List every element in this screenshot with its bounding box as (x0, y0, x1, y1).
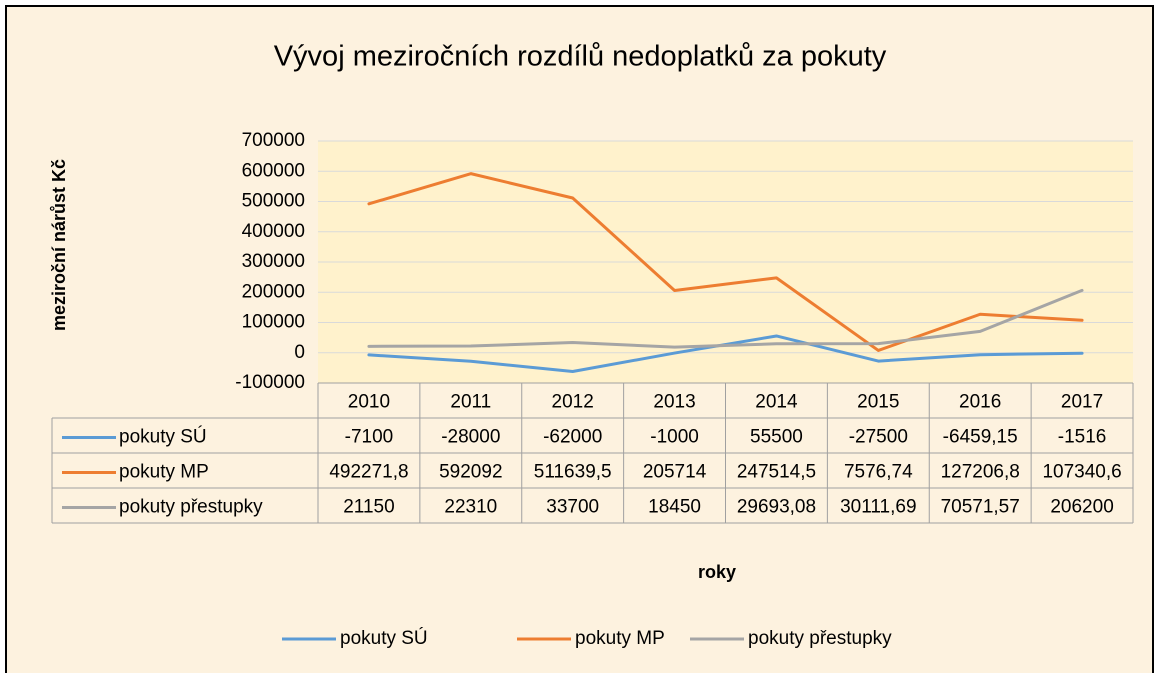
table-cell: 592092 (439, 462, 502, 483)
x-tick-label: 2012 (552, 392, 594, 413)
table-cell: 205714 (643, 462, 707, 483)
series-line (367, 172, 1084, 352)
table-series-name: pokuty přestupky (119, 497, 263, 518)
table-cell: -27500 (849, 427, 908, 448)
table-series-name: pokuty MP (119, 462, 209, 483)
y-tick-label: -100000 (235, 372, 305, 393)
table-cell: -62000 (543, 427, 602, 448)
table-cell: -1000 (650, 427, 699, 448)
legend-label: pokuty MP (575, 628, 665, 649)
table-cell: 33700 (546, 497, 599, 518)
y-tick-label: 200000 (242, 281, 305, 302)
table-cell: 55500 (750, 427, 803, 448)
table-cell: 247514,5 (737, 462, 816, 483)
table-cell: 107340,6 (1042, 462, 1121, 483)
table-cell: 127206,8 (941, 462, 1020, 483)
table-cell: 18450 (648, 497, 701, 518)
chart-title: Vývoj meziročních rozdílů nedoplatků za … (274, 41, 887, 73)
x-tick-label: 2014 (755, 392, 798, 413)
table-cell: 511639,5 (534, 462, 612, 483)
y-tick-label: 700000 (242, 130, 305, 151)
x-tick-label: 2010 (348, 392, 390, 413)
y-tick-label: 0 (294, 342, 305, 363)
table-cell: -28000 (441, 427, 500, 448)
x-tick-label: 2016 (959, 392, 1001, 413)
table-cell: 492271,8 (329, 462, 408, 483)
table-cell: 7576,74 (844, 462, 913, 483)
x-tick-label: 2013 (653, 392, 695, 413)
x-tick-label: 2015 (857, 392, 899, 413)
table-cell: 21150 (343, 497, 394, 518)
series-line (367, 288, 1084, 349)
table-cell: -6459,15 (943, 427, 1018, 448)
table-cell: 30111,69 (840, 497, 916, 518)
x-axis-label: roky (698, 562, 736, 582)
legend-label: pokuty přestupky (748, 628, 892, 649)
y-tick-label: 400000 (242, 221, 305, 242)
table-cell: 70571,57 (941, 497, 1020, 518)
table-cell: 206200 (1050, 497, 1113, 518)
table-cell: 22310 (444, 497, 497, 518)
y-tick-label: 600000 (242, 160, 305, 181)
y-tick-label: 300000 (242, 251, 305, 272)
table-cell: 29693,08 (737, 497, 816, 518)
y-tick-label: 100000 (242, 312, 305, 333)
x-tick-label: 2017 (1061, 392, 1103, 413)
table-cell: -1516 (1058, 427, 1107, 448)
y-tick-label: 500000 (242, 191, 305, 212)
x-tick-label: 2011 (450, 392, 491, 413)
table-cell: -7100 (345, 427, 394, 448)
table-series-name: pokuty SÚ (119, 426, 207, 448)
y-axis-label: meziroční nárůst Kč (49, 159, 69, 331)
legend-label: pokuty SÚ (340, 627, 428, 649)
